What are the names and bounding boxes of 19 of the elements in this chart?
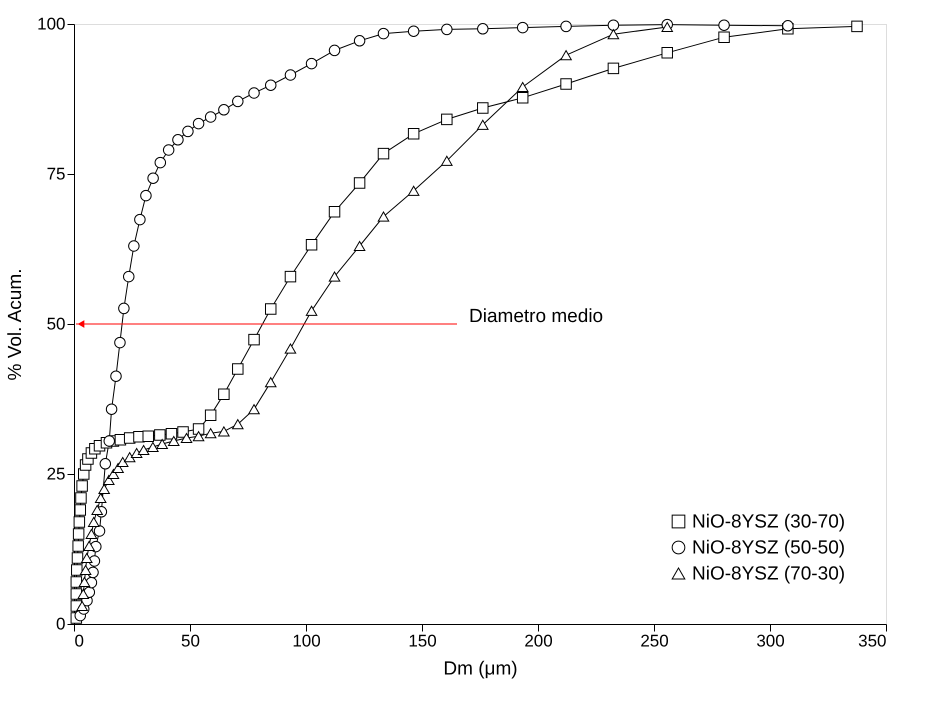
y-tick-label: 50	[46, 314, 66, 334]
legend-label: NiO-8YSZ (70-30)	[692, 564, 846, 584]
x-tick-label: 100	[292, 632, 321, 650]
x-tick-label: 0	[74, 632, 84, 650]
legend-label: NiO-8YSZ (50-50)	[692, 538, 846, 558]
x-axis-title: Dm (μm)	[443, 658, 518, 680]
x-tick-label: 250	[640, 632, 669, 650]
y-tick-label: 0	[56, 614, 66, 634]
annotation: Diametro medio	[469, 306, 604, 327]
x-tick-label: 300	[756, 632, 785, 650]
y-tick-label: 100	[37, 14, 66, 34]
y-tick-label: 25	[46, 464, 66, 484]
x-tick-label: 200	[524, 632, 553, 650]
x-tick-label: 150	[408, 632, 437, 650]
y-tick-label: 75	[46, 164, 66, 184]
x-tick-label: 350	[858, 632, 886, 650]
y-axis-title: % Vol. Acum.	[5, 268, 26, 380]
legend-label: NiO-8YSZ (30-70)	[692, 512, 846, 532]
x-tick-label: 50	[181, 632, 200, 650]
